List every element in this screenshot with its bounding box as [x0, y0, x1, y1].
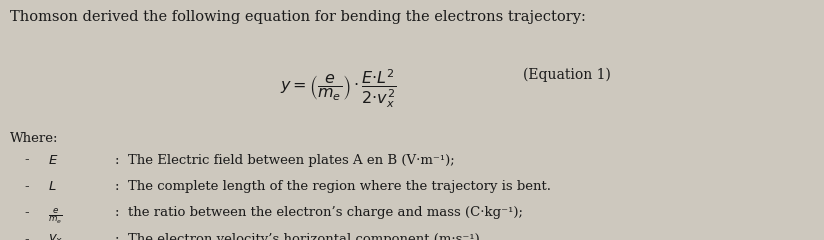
Text: $y = \left(\dfrac{e}{m_e}\right) \cdot \dfrac{E{\cdot}L^2}{2{\cdot}v_x^2}$: $y = \left(\dfrac{e}{m_e}\right) \cdot \… — [279, 67, 396, 110]
Text: -: - — [25, 154, 30, 167]
Text: :  the ratio between the electron’s charge and mass (C·kg⁻¹);: : the ratio between the electron’s charg… — [115, 206, 523, 219]
Text: :  The complete length of the region where the trajectory is bent.: : The complete length of the region wher… — [115, 180, 551, 193]
Text: $L$: $L$ — [48, 180, 56, 193]
Text: $v_x$: $v_x$ — [48, 233, 63, 240]
Text: $\frac{e}{m_e}$: $\frac{e}{m_e}$ — [48, 206, 63, 226]
Text: -: - — [25, 233, 30, 240]
Text: -: - — [25, 206, 30, 219]
Text: Where:: Where: — [10, 132, 59, 145]
Text: $E$: $E$ — [48, 154, 59, 167]
Text: (Equation 1): (Equation 1) — [523, 67, 611, 82]
Text: -: - — [25, 180, 30, 193]
Text: :  The electron velocity’s horizontal component (m·s⁻¹).: : The electron velocity’s horizontal com… — [115, 233, 485, 240]
Text: :  The Electric field between plates A en B (V·m⁻¹);: : The Electric field between plates A en… — [115, 154, 455, 167]
Text: Thomson derived the following equation for bending the electrons trajectory:: Thomson derived the following equation f… — [10, 10, 586, 24]
